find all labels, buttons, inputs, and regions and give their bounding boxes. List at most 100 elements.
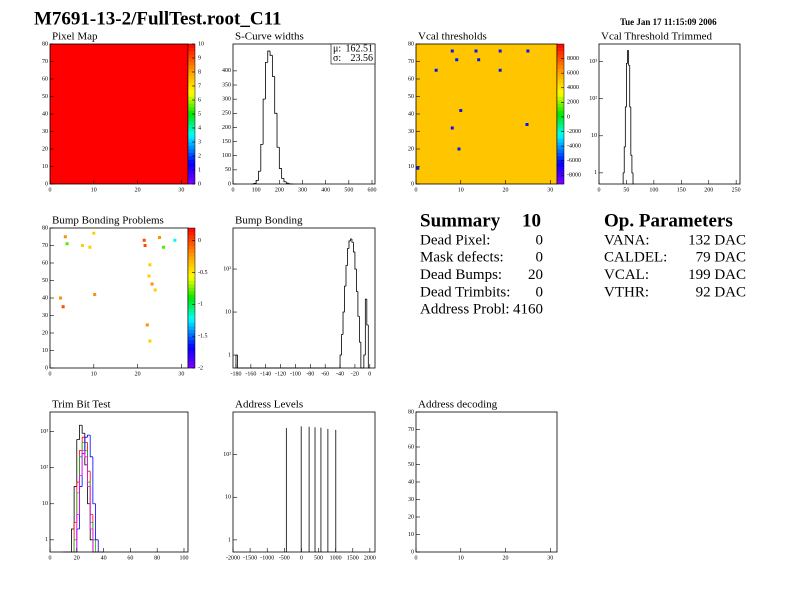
heatmap-cell [65, 242, 69, 246]
y-tick-label: 70 [42, 59, 48, 65]
y-tick-label: 10 [408, 164, 414, 170]
heatmap-cell [455, 58, 459, 62]
y-tick-label: 30 [42, 313, 48, 319]
color-scale-strip [188, 235, 195, 239]
z-tick-label: 8 [198, 69, 201, 75]
y-tick-label: 150 [222, 139, 231, 145]
histogram-bin [276, 113, 280, 148]
histogram-bin [631, 155, 634, 174]
panel: Bump Bonding -180 -160 -140 -120 -100 -80 -60 -4… [223, 215, 376, 377]
color-scale-strip [557, 149, 564, 153]
summary-value: 4160 [513, 302, 543, 318]
color-scale-strip [188, 131, 195, 136]
y-tick-label: 80 [408, 41, 414, 47]
color-scale-strip [188, 145, 195, 150]
y-tick-label: 70 [42, 243, 48, 249]
y-tick-label: 60 [42, 76, 48, 82]
color-scale-strip [188, 135, 195, 139]
z-tick-label: -2 [198, 365, 203, 371]
x-tick-label: 20 [74, 555, 80, 561]
panel: Pixel Map 0 10 20 30 0 10 20 30 40 50 60 70 80 0 1 2 3 4 5 6… [42, 31, 204, 194]
color-scale-strip [188, 329, 195, 334]
color-scale-frame [556, 43, 565, 185]
color-scale-frame [187, 227, 196, 369]
color-scale-strip [188, 340, 195, 344]
color-scale-strip [557, 166, 564, 171]
histogram-bin [71, 528, 75, 552]
z-tick-label: 2 [198, 153, 201, 159]
color-scale-strip [188, 266, 195, 271]
x-tick-label: 500 [314, 555, 323, 561]
y-tick-label: 40 [42, 111, 48, 117]
color-scale-strip [557, 156, 564, 160]
histogram-bin [630, 106, 632, 156]
heatmap-cell [143, 244, 147, 247]
x-tick-label: 40 [101, 555, 107, 561]
stats-box [330, 43, 376, 65]
parameters: Op. Parameters [604, 210, 733, 231]
y-tick-label: 10³ [589, 59, 597, 65]
color-scale-strip [188, 110, 195, 115]
color-scale-strip [188, 124, 195, 129]
heatmap-cell [459, 109, 463, 112]
z-tick-label: 7 [198, 83, 201, 89]
color-scale-strip [188, 354, 195, 358]
heatmap-cell [147, 274, 151, 278]
plot-area [233, 412, 375, 552]
stats-value: 23.56 [351, 53, 374, 64]
histogram-bin [626, 62, 628, 107]
panel: S-Curve widths 0 100 200 300 400 500 600 0 50 100 1… [222, 31, 376, 194]
color-scale-strip [188, 319, 195, 323]
color-scale-strip [188, 89, 195, 94]
color-scale-strip [188, 347, 195, 351]
color-scale-strip [188, 114, 195, 118]
color-scale-strip [188, 138, 195, 143]
z-tick-label: -0.5 [198, 270, 208, 276]
histogram-bin [87, 434, 91, 438]
histogram-bin [285, 181, 289, 184]
color-scale-strip [188, 280, 195, 285]
color-scale-strip [557, 145, 564, 150]
y-tick-label: 400 [222, 68, 231, 74]
color-scale-strip [188, 312, 195, 316]
histogram-bin [79, 475, 83, 515]
x-tick-label: 100 [649, 187, 658, 193]
summary: Summary 10 [420, 210, 541, 231]
color-scale-strip [188, 259, 195, 264]
heatmap-cell [148, 339, 152, 343]
x-tick-label: 30 [547, 555, 553, 561]
color-scale-strip [188, 249, 195, 253]
heatmap-cell [88, 245, 92, 249]
color-scale-strip [557, 86, 564, 90]
color-scale-strip [188, 326, 195, 330]
heatmap-cell [498, 68, 502, 72]
y-tick-label: 10 [225, 495, 231, 501]
y-tick-label: 60 [42, 260, 48, 266]
plot-area [233, 44, 375, 184]
color-scale-strip [188, 96, 195, 101]
color-scale-strip [188, 284, 195, 288]
y-tick-label: 10 [42, 501, 48, 507]
panel-title: S-Curve widths [235, 31, 304, 43]
heatmap-cell [450, 126, 454, 130]
y-tick-label: 70 [408, 427, 414, 433]
y-tick-label: 80 [408, 409, 414, 415]
x-tick-label: 0 [232, 187, 235, 193]
y-tick-label: 50 [408, 94, 414, 100]
histogram-bin [89, 486, 93, 530]
color-scale-strip [557, 82, 564, 87]
color-scale-strip [557, 131, 564, 136]
y-tick-label: 60 [408, 76, 414, 82]
color-scale-strip [188, 238, 195, 243]
x-tick-label: 150 [677, 187, 686, 193]
panel: Vcal Threshold Trimmed 0 50 100 150 200 250 1 10… [589, 31, 740, 194]
y-tick-label: 50 [42, 94, 48, 100]
panel-title: Bump Bonding [235, 215, 303, 227]
x-tick-label: 300 [298, 187, 307, 193]
parameter-label: VTHR: [604, 284, 649, 300]
z-tick-label: 10 [198, 41, 204, 47]
color-scale-strip [188, 149, 195, 153]
y-tick-label: 30 [42, 129, 48, 135]
panel-title: Vcal thresholds [418, 31, 487, 43]
panel-title: Address Levels [235, 399, 303, 411]
